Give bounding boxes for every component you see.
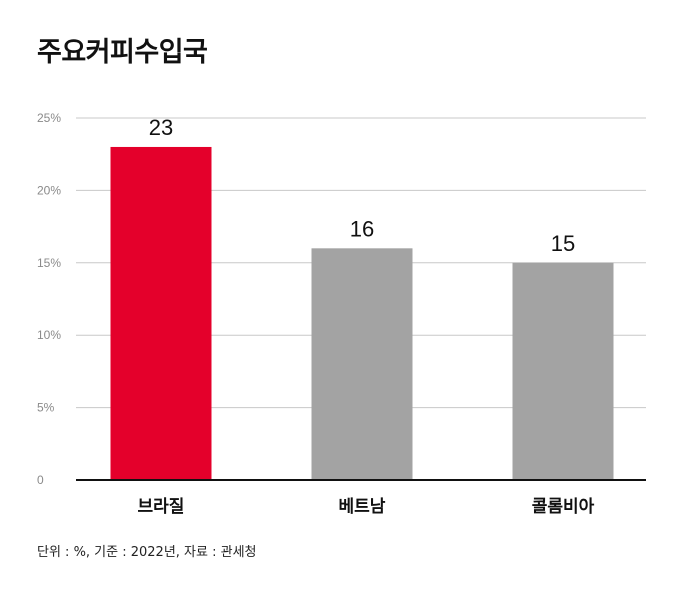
- y-axis-tick-labels: 0 5% 10% 15% 20% 25%: [37, 111, 61, 487]
- y-tick-label: 10%: [37, 328, 61, 342]
- chart-source-note: 단위 : %, 기준 : 2022년, 자료 : 관세청: [37, 545, 257, 560]
- data-label: 15: [551, 231, 575, 256]
- bar-3: [512, 262, 614, 480]
- data-labels: 23 16 15: [149, 115, 575, 256]
- y-tick-label: 20%: [37, 183, 61, 197]
- category-label: 콜롬비아: [532, 497, 595, 517]
- data-label: 16: [350, 216, 374, 241]
- category-labels: 브라질 베트남 콜롬비아: [138, 496, 595, 517]
- y-tick-label: 15%: [37, 256, 61, 270]
- category-label: 브라질: [138, 496, 185, 517]
- chart-title: 주요커피수입국: [37, 37, 208, 68]
- y-tick-label: 0: [37, 473, 44, 487]
- data-label: 23: [149, 115, 173, 140]
- bar-2: [311, 248, 413, 480]
- y-tick-label: 5%: [37, 401, 55, 415]
- bar-1: [110, 146, 212, 480]
- category-label: 베트남: [339, 497, 386, 517]
- y-tick-label: 25%: [37, 111, 61, 125]
- bars: [110, 146, 614, 480]
